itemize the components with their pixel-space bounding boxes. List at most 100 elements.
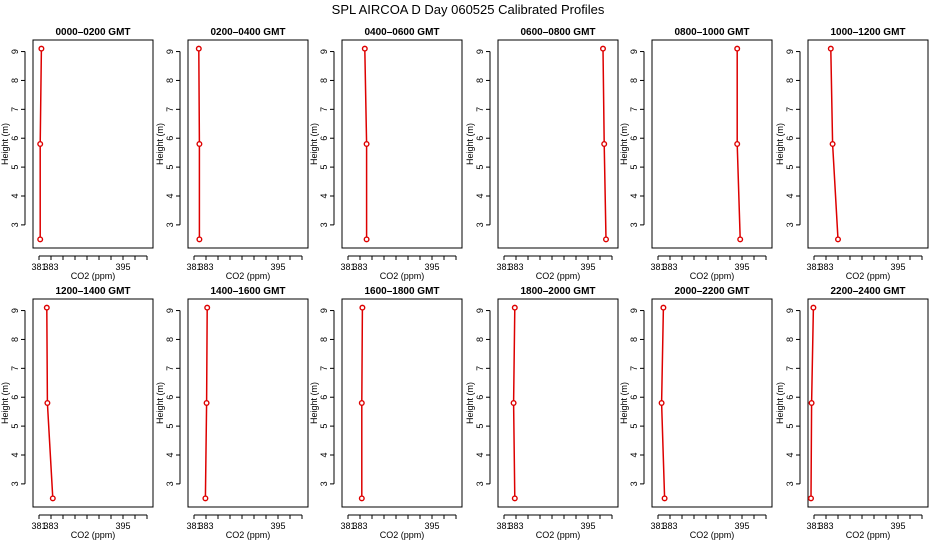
y-tick-label: 8 xyxy=(319,337,329,342)
data-point xyxy=(196,236,203,243)
y-tick-label: 4 xyxy=(785,193,795,198)
data-point xyxy=(827,45,834,52)
y-tick-label: 7 xyxy=(629,366,639,371)
x-tick-label: 383 xyxy=(198,262,213,272)
panel-title: 0200–0400 GMT xyxy=(210,27,285,38)
panel-title: 0800–1000 GMT xyxy=(674,27,749,38)
y-tick-label: 4 xyxy=(165,193,175,198)
x-tick-label: 383 xyxy=(352,521,367,531)
y-tick-label: 4 xyxy=(475,452,485,457)
x-tick-label: 381 xyxy=(31,262,46,272)
y-axis-label: Height (m) xyxy=(619,382,629,424)
x-tick-label: 383 xyxy=(43,521,58,531)
x-tick-label: 383 xyxy=(818,521,833,531)
y-tick-label: 4 xyxy=(629,452,639,457)
data-point xyxy=(363,140,370,147)
x-tick-label: 395 xyxy=(115,262,130,272)
x-axis-label: CO2 (ppm) xyxy=(226,530,271,540)
x-axis-label: CO2 (ppm) xyxy=(536,530,581,540)
panel-title: 1200–1400 GMT xyxy=(55,286,130,297)
y-tick-label: 9 xyxy=(165,308,175,313)
data-point xyxy=(204,304,211,311)
data-point xyxy=(603,236,610,243)
data-point xyxy=(511,495,518,502)
data-point xyxy=(734,140,741,147)
y-tick-label: 6 xyxy=(629,395,639,400)
x-tick-label: 395 xyxy=(890,521,905,531)
x-axis-label: CO2 (ppm) xyxy=(690,530,735,540)
data-point xyxy=(810,304,817,311)
x-axis-label: CO2 (ppm) xyxy=(226,271,271,281)
y-tick-label: 7 xyxy=(319,107,329,112)
y-tick-label: 8 xyxy=(165,337,175,342)
data-point xyxy=(363,236,370,243)
y-tick-label: 3 xyxy=(319,222,329,227)
y-tick-label: 5 xyxy=(319,165,329,170)
plot-frame xyxy=(651,39,773,249)
data-point xyxy=(660,304,667,311)
y-tick-label: 8 xyxy=(475,337,485,342)
y-tick-label: 6 xyxy=(10,136,20,141)
plot-frame xyxy=(32,298,154,508)
x-axis-label: CO2 (ppm) xyxy=(380,530,425,540)
y-tick-label: 4 xyxy=(319,193,329,198)
y-tick-label: 7 xyxy=(475,366,485,371)
data-point xyxy=(511,304,518,311)
x-tick-label: 395 xyxy=(734,521,749,531)
y-tick-label: 8 xyxy=(319,78,329,83)
x-axis-label: CO2 (ppm) xyxy=(846,271,891,281)
y-axis-label: Height (m) xyxy=(309,382,319,424)
panel-title: 0400–0600 GMT xyxy=(364,27,439,38)
data-point xyxy=(658,400,665,407)
y-tick-label: 8 xyxy=(629,337,639,342)
y-axis-label: Height (m) xyxy=(775,382,785,424)
y-tick-label: 8 xyxy=(785,78,795,83)
y-tick-label: 5 xyxy=(475,165,485,170)
x-axis-label: CO2 (ppm) xyxy=(846,530,891,540)
data-point xyxy=(358,495,365,502)
x-axis-label: CO2 (ppm) xyxy=(380,271,425,281)
y-tick-label: 8 xyxy=(475,78,485,83)
x-tick-label: 395 xyxy=(424,262,439,272)
panel-title: 1600–1800 GMT xyxy=(364,286,439,297)
x-tick-label: 381 xyxy=(340,521,355,531)
x-tick-label: 381 xyxy=(650,521,665,531)
data-point xyxy=(661,495,668,502)
data-point xyxy=(600,45,607,52)
y-tick-label: 5 xyxy=(629,165,639,170)
panel-title: 2000–2200 GMT xyxy=(674,286,749,297)
x-tick-label: 381 xyxy=(650,262,665,272)
x-tick-label: 383 xyxy=(818,262,833,272)
x-tick-label: 395 xyxy=(270,521,285,531)
y-tick-label: 8 xyxy=(10,78,20,83)
panel-title: 1800–2000 GMT xyxy=(520,286,595,297)
x-tick-label: 383 xyxy=(43,262,58,272)
y-tick-label: 5 xyxy=(785,424,795,429)
x-axis-label: CO2 (ppm) xyxy=(690,271,735,281)
y-tick-label: 6 xyxy=(10,395,20,400)
y-tick-label: 3 xyxy=(785,481,795,486)
y-tick-label: 6 xyxy=(165,395,175,400)
y-tick-label: 6 xyxy=(165,136,175,141)
data-point xyxy=(44,400,51,407)
y-tick-label: 3 xyxy=(319,481,329,486)
data-point xyxy=(829,140,836,147)
y-tick-label: 7 xyxy=(165,107,175,112)
y-axis-label: Height (m) xyxy=(309,123,319,165)
y-tick-label: 6 xyxy=(629,136,639,141)
data-point xyxy=(202,495,209,502)
x-tick-label: 381 xyxy=(31,521,46,531)
panel-title: 0600–0800 GMT xyxy=(520,27,595,38)
plot-frame xyxy=(497,298,619,508)
y-tick-label: 9 xyxy=(475,308,485,313)
x-tick-label: 383 xyxy=(352,262,367,272)
y-axis-label: Height (m) xyxy=(155,123,165,165)
y-tick-label: 9 xyxy=(10,308,20,313)
y-tick-label: 8 xyxy=(165,78,175,83)
y-tick-label: 7 xyxy=(785,107,795,112)
plot-frame xyxy=(341,298,463,508)
y-tick-label: 8 xyxy=(629,78,639,83)
x-tick-label: 395 xyxy=(890,262,905,272)
x-tick-label: 395 xyxy=(270,262,285,272)
x-tick-label: 381 xyxy=(806,262,821,272)
